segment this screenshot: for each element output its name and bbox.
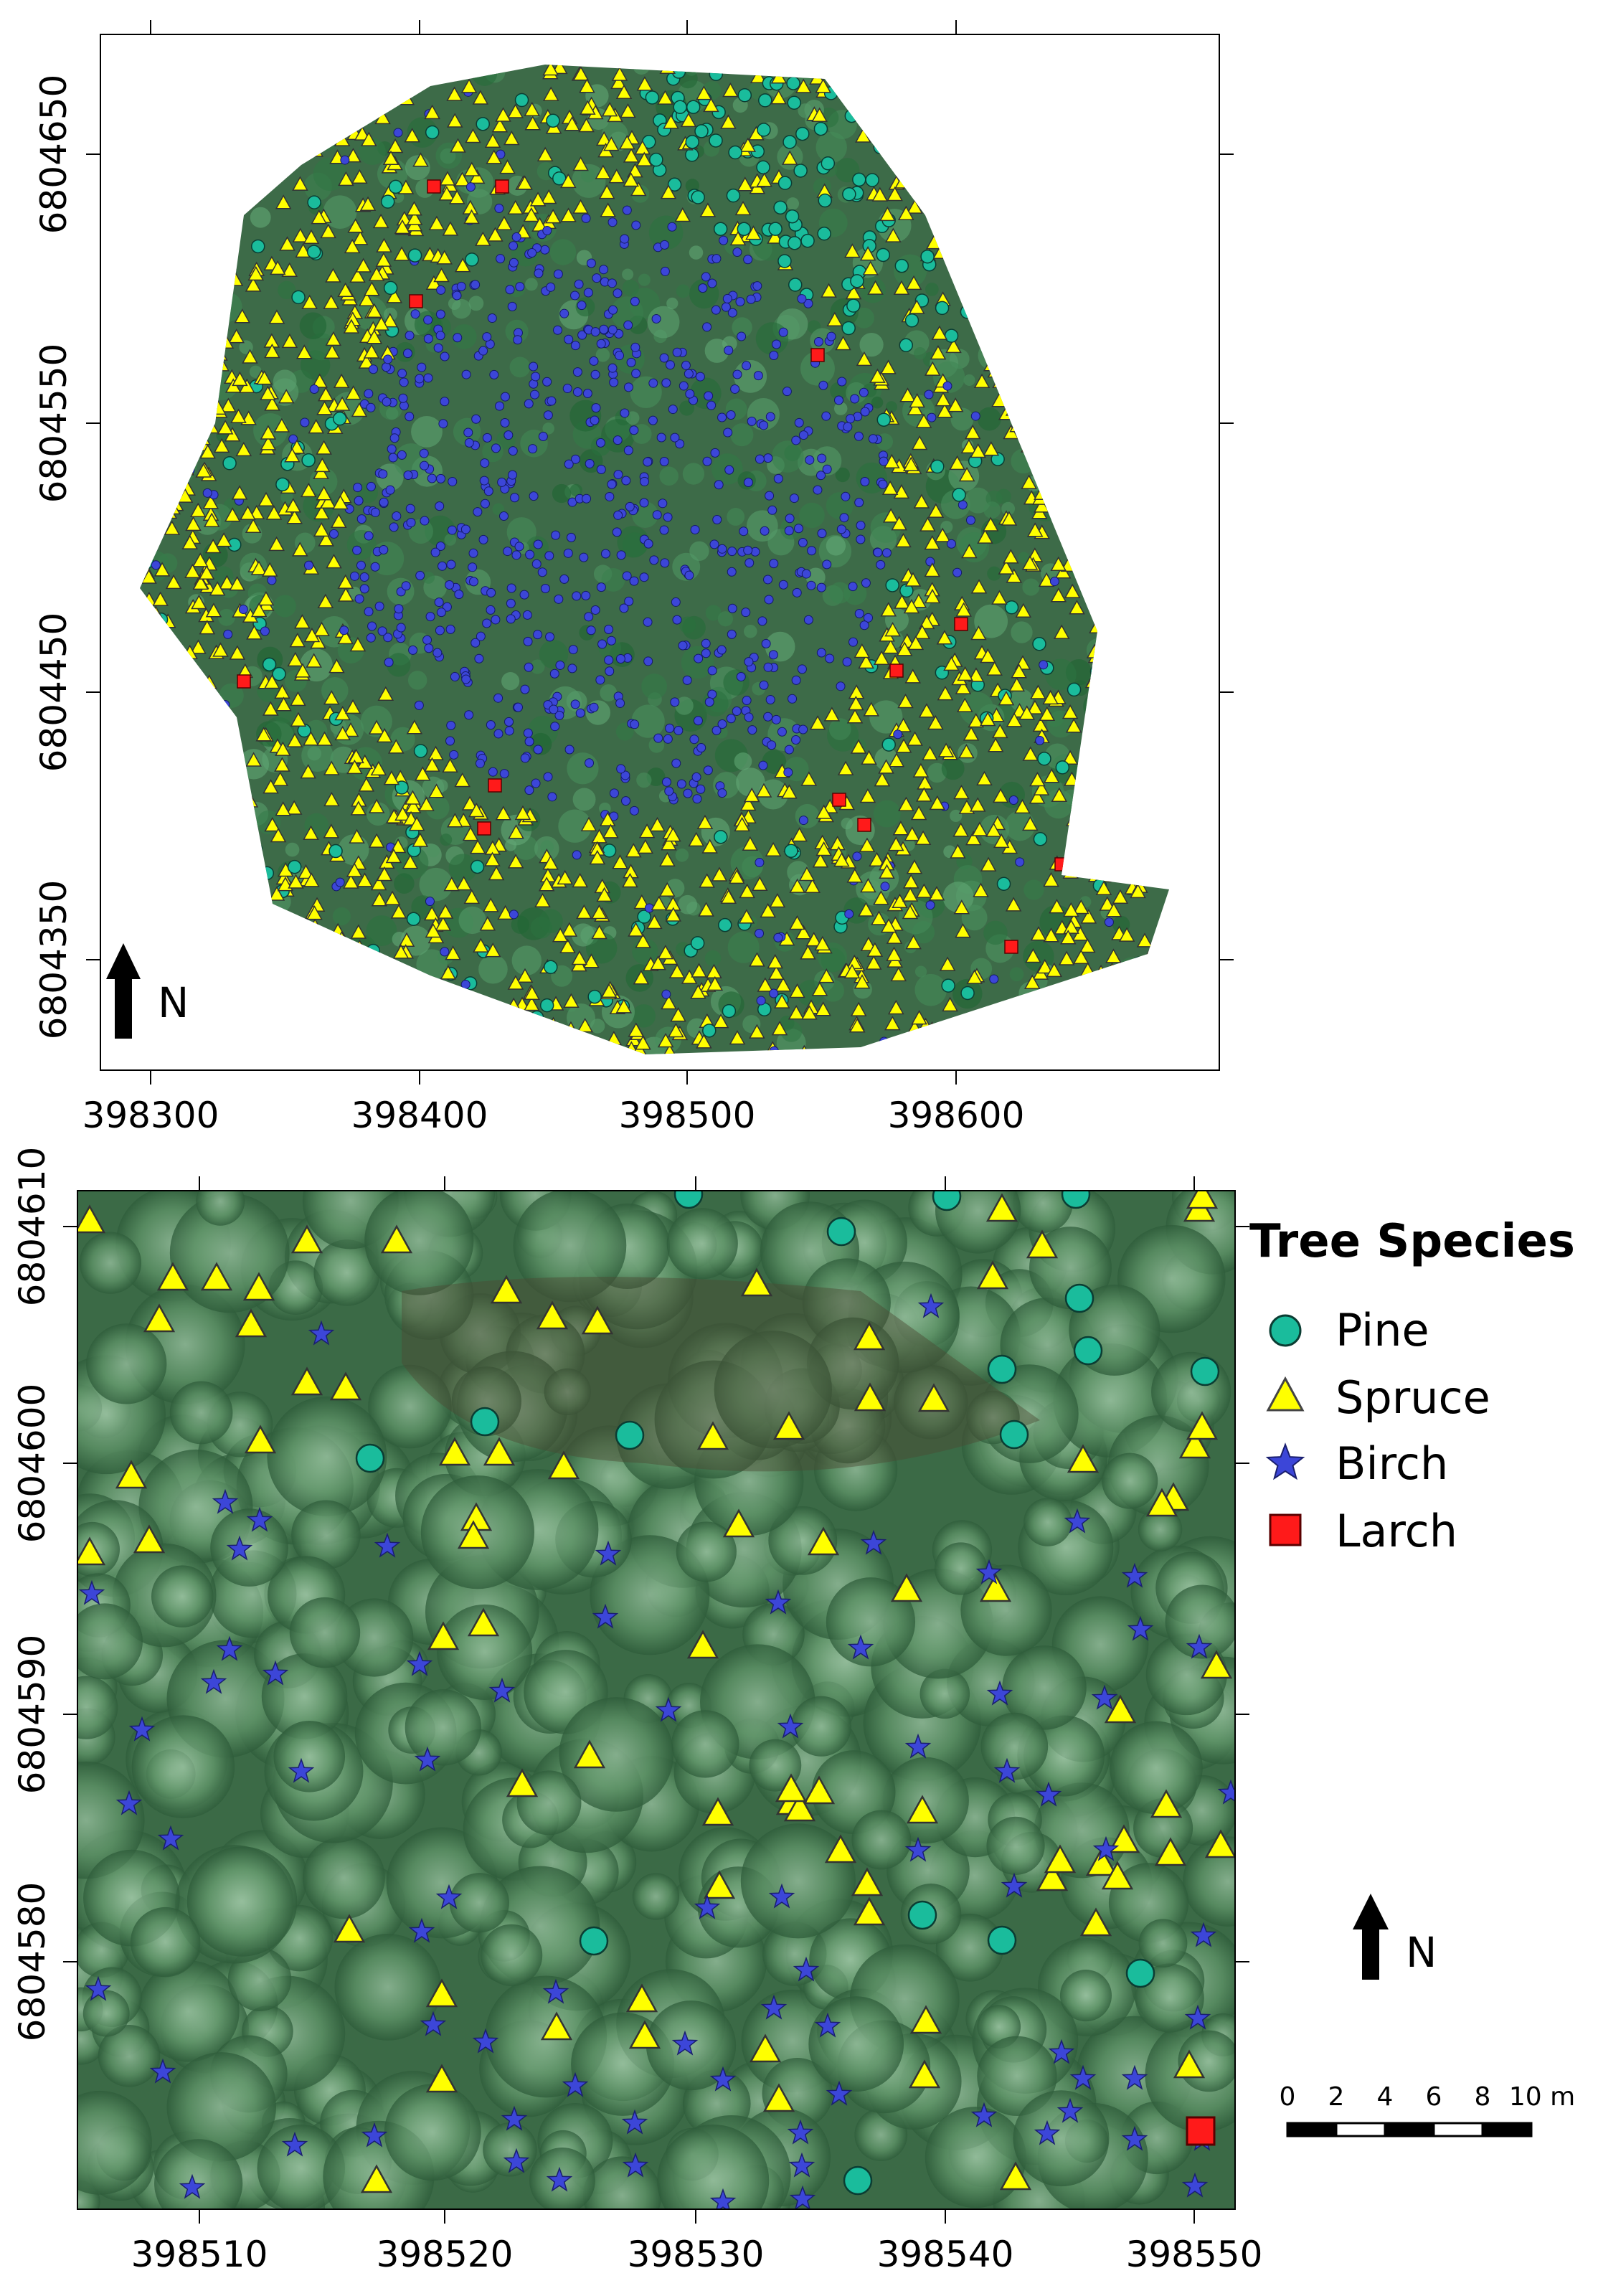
legend-birch-icon [1265, 1442, 1305, 1480]
detail-map-frame [77, 1190, 1236, 2210]
detail-x-tick-3: 398530 [628, 2234, 765, 2275]
detail-x-tick-5: 398550 [1126, 2234, 1263, 2275]
overview-north-arrow-icon [106, 943, 141, 1039]
overview-y-tick-2: 6804550 [33, 344, 75, 504]
overview-x-tick-4: 398600 [888, 1095, 1025, 1136]
scale-label-10m: 10 m [1509, 2082, 1575, 2112]
detail-y-tick-4: 6804580 [11, 1882, 53, 2042]
detail-axis-ticks [63, 1176, 1249, 2224]
tree-points-detail [77, 1191, 1235, 2209]
overview-axis-ticks [86, 20, 1234, 1085]
detail-x-tick-4: 398540 [877, 2234, 1014, 2275]
overview-y-tick-1: 6804650 [33, 75, 75, 235]
overview-x-tick-2: 398400 [351, 1095, 488, 1136]
scale-label-0: 0 [1280, 2082, 1296, 2112]
scale-label-4: 4 [1377, 2082, 1394, 2112]
scale-bar-segment-1 [1287, 2123, 1336, 2136]
overview-map: 6804650 6804550 6804450 6804350 398300 3… [33, 20, 1234, 1136]
legend-label-spruce: Spruce [1335, 1371, 1490, 1424]
scale-bar-segment-2 [1335, 2122, 1386, 2137]
scale-bar-outline [1286, 2122, 1533, 2137]
detail-canopy-texture [77, 1191, 1235, 2209]
overview-north-label: N [158, 978, 189, 1027]
detail-map: 6804610 6804600 6804590 6804580 398510 3… [11, 1147, 1263, 2275]
overview-x-tick-1: 398300 [82, 1095, 219, 1136]
legend-title: Tree Species [1249, 1215, 1575, 1268]
scale-label-6: 6 [1426, 2082, 1442, 2112]
detail-y-tick-1: 6804610 [11, 1147, 53, 1307]
overview-y-tick-3: 6804450 [33, 613, 75, 773]
scale-label-2: 2 [1328, 2082, 1345, 2112]
scale-label-8: 8 [1475, 2082, 1491, 2112]
legend-label-larch: Larch [1335, 1505, 1457, 1557]
scale-bar-segment-5 [1483, 2123, 1531, 2136]
scale-bar-segment-3 [1385, 2123, 1434, 2136]
overview-x-tick-3: 398500 [619, 1095, 756, 1136]
overview-y-tick-4: 6804350 [33, 880, 75, 1040]
detail-x-tick-2: 398520 [377, 2234, 514, 2275]
detail-x-tick-1: 398510 [131, 2234, 268, 2275]
detail-y-tick-3: 6804590 [11, 1635, 53, 1795]
legend-larch-icon [1269, 1513, 1302, 1546]
scale-bar-segment-4 [1432, 2122, 1484, 2137]
detail-north-arrow-icon [1353, 1894, 1389, 1980]
scale-bar: 0 2 4 6 8 10 m [1280, 2082, 1575, 2137]
legend-pine-icon [1269, 1314, 1302, 1347]
legend-label-pine: Pine [1335, 1304, 1429, 1356]
detail-north-label: N [1406, 1928, 1437, 1977]
detail-y-tick-2: 6804600 [11, 1384, 53, 1544]
legend-label-birch: Birch [1335, 1437, 1448, 1490]
legend-spruce-icon [1266, 1376, 1305, 1412]
legend: Tree Species Pine Spruce Birch Larch [1249, 1215, 1575, 1557]
